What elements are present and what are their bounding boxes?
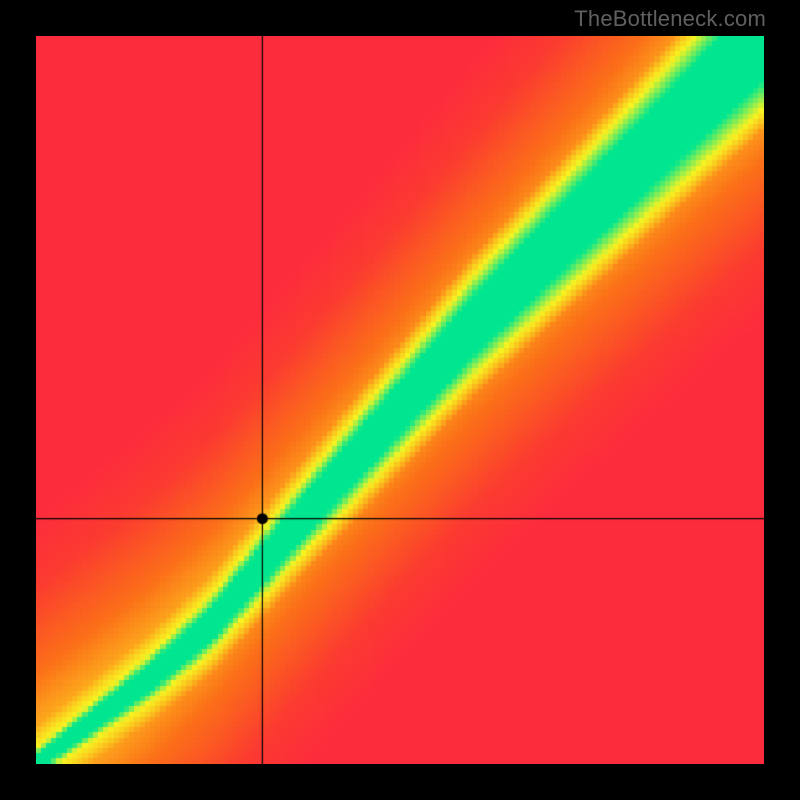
watermark-text: TheBottleneck.com [574,6,766,32]
chart-frame: TheBottleneck.com [0,0,800,800]
bottleneck-heatmap [36,36,764,764]
